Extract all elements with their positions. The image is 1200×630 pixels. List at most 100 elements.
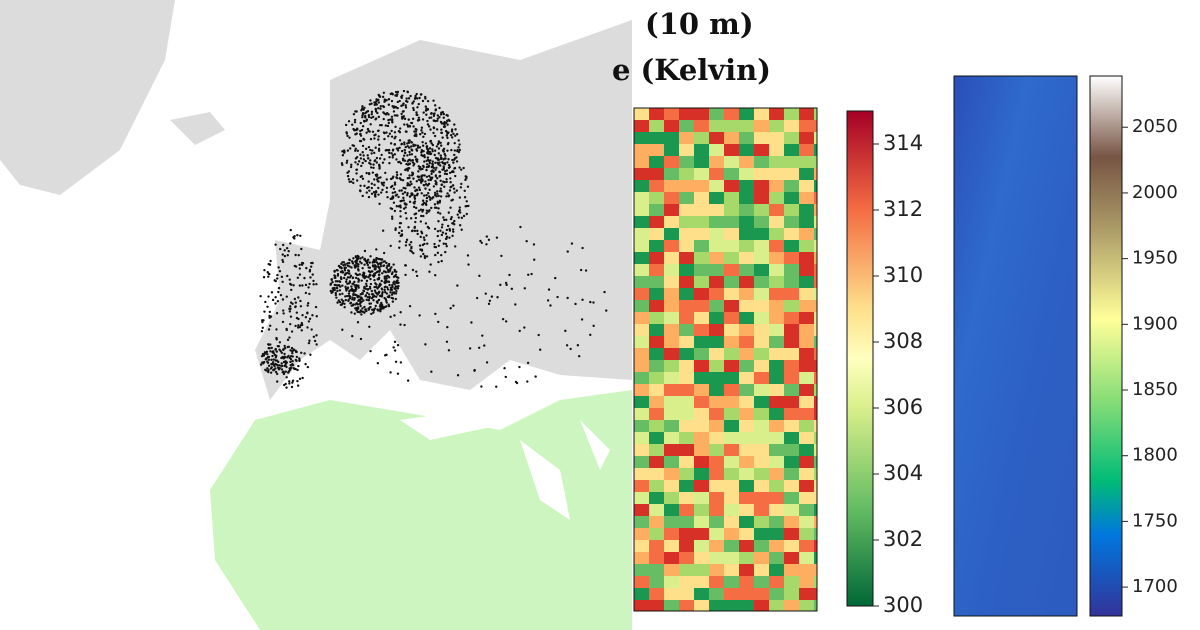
station-dot <box>381 183 384 186</box>
station-dot <box>364 147 368 151</box>
heat-cell <box>784 360 799 372</box>
station-dot <box>458 166 461 169</box>
station-dot <box>447 166 451 169</box>
heat-cell <box>694 468 709 480</box>
station-dot <box>418 314 421 317</box>
heat-cell <box>739 492 754 504</box>
heat-cell <box>769 468 784 480</box>
station-dot <box>275 350 278 353</box>
station-dot <box>436 192 439 196</box>
heat-cell <box>709 156 724 168</box>
station-dot <box>385 353 388 357</box>
heat-cell <box>679 312 694 324</box>
station-dot <box>411 268 415 272</box>
heat-cell <box>739 192 754 204</box>
station-dot <box>425 211 428 215</box>
heat-cell <box>739 228 754 240</box>
station-dot <box>427 178 430 182</box>
heat-cell <box>724 348 739 360</box>
heat-cell <box>664 564 679 576</box>
station-dot <box>366 260 369 263</box>
heat-cell <box>634 600 649 611</box>
tick-label: 310 <box>883 263 923 287</box>
station-dot <box>439 179 442 182</box>
station-dot <box>371 171 375 174</box>
station-dot <box>271 361 275 364</box>
station-dot <box>435 181 438 184</box>
station-dot <box>444 232 448 235</box>
heat-cell <box>784 120 799 132</box>
heat-cell <box>679 324 694 336</box>
station-dot <box>402 159 405 162</box>
station-dot <box>355 168 359 171</box>
station-dot <box>352 144 356 148</box>
station-dot <box>440 226 444 229</box>
station-dot <box>394 273 398 276</box>
station-dot <box>510 287 514 291</box>
station-dot <box>367 113 371 117</box>
station-dot <box>426 151 429 155</box>
station-dot <box>308 317 312 321</box>
station-dot <box>362 299 365 302</box>
heat-cell <box>754 372 769 384</box>
station-dot <box>546 299 550 302</box>
heat-cell <box>739 336 754 348</box>
heat-cell <box>694 456 709 468</box>
station-dot <box>368 273 371 277</box>
station-dot <box>344 272 347 275</box>
station-dot <box>390 207 394 211</box>
station-dot <box>538 348 542 351</box>
station-dot <box>407 159 410 162</box>
station-dot <box>424 109 428 112</box>
station-dot <box>287 354 290 358</box>
heat-cell <box>694 408 709 420</box>
station-dot <box>384 149 388 152</box>
station-dot <box>389 142 393 145</box>
station-dot <box>447 211 451 214</box>
station-dot <box>463 189 466 193</box>
station-dot <box>450 130 454 133</box>
station-dot <box>275 277 279 280</box>
heat-cell <box>769 288 784 300</box>
station-dot <box>415 270 418 273</box>
station-dot <box>393 142 397 146</box>
station-dot <box>395 205 398 208</box>
station-dot <box>367 115 371 119</box>
heat-cell <box>769 564 784 576</box>
heat-cell <box>634 492 649 504</box>
station-dot <box>360 262 363 265</box>
title: e (Kelvin) <box>612 53 771 87</box>
heat-cell <box>694 312 709 324</box>
station-dot <box>422 183 425 187</box>
station-dot <box>452 304 455 307</box>
heat-cell <box>679 492 694 504</box>
heat-cell <box>664 120 679 132</box>
station-dot <box>315 343 318 346</box>
station-dot <box>369 123 372 126</box>
station-dot <box>434 253 437 257</box>
station-dot <box>345 161 348 165</box>
station-dot <box>359 134 363 137</box>
station-dot <box>518 365 521 369</box>
station-dot <box>467 263 470 266</box>
station-dot <box>405 193 409 197</box>
station-dot <box>275 354 278 358</box>
heat-cell <box>634 132 649 144</box>
station-dot <box>392 346 395 349</box>
station-dot <box>534 375 537 378</box>
station-dot <box>432 114 436 118</box>
station-dot <box>473 369 476 372</box>
heat-cell <box>709 288 724 300</box>
heat-cell <box>754 276 769 288</box>
station-dot <box>418 118 421 122</box>
station-dot <box>378 269 382 272</box>
station-dot <box>339 266 343 269</box>
station-dot <box>457 150 461 154</box>
station-dot <box>423 256 427 260</box>
station-dot <box>397 281 400 285</box>
station-dot <box>419 235 422 239</box>
heat-cell <box>634 288 649 300</box>
heat-cell <box>784 336 799 348</box>
heat-cell <box>649 420 664 432</box>
station-dot <box>444 237 448 241</box>
